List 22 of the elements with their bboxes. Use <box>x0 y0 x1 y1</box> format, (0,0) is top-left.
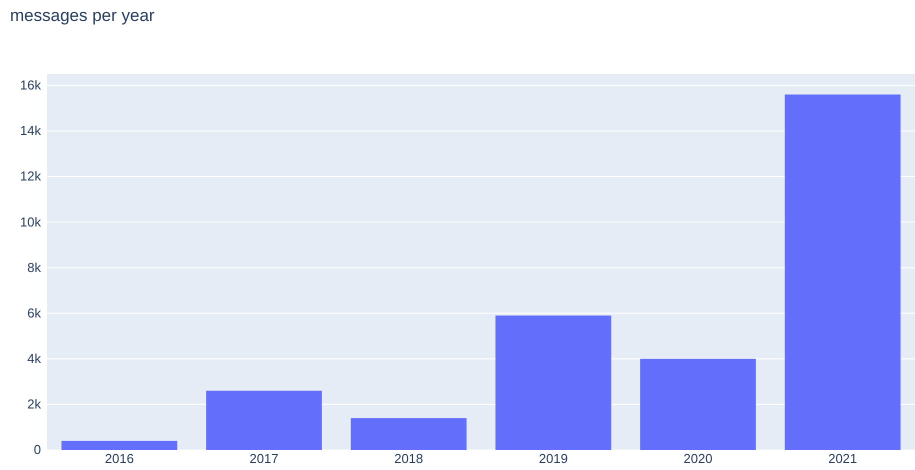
y-tick-label: 2k <box>27 396 42 412</box>
bar <box>640 358 756 450</box>
x-tick-label: 2019 <box>538 451 568 466</box>
bar <box>495 316 612 450</box>
y-tick-label: 8k <box>27 260 42 275</box>
bar <box>206 390 322 450</box>
x-tick-label: 2018 <box>394 451 424 466</box>
y-tick-label: 10k <box>20 214 42 230</box>
y-tick-label: 4k <box>27 351 42 366</box>
y-tick-label: 6k <box>27 305 42 320</box>
bar <box>784 94 901 450</box>
chart-title: messages per year <box>10 6 155 25</box>
x-tick-label: 2021 <box>828 451 858 466</box>
x-tick-label: 2016 <box>104 451 134 466</box>
y-tick-label: 16k <box>20 78 42 93</box>
x-tick-label: 2020 <box>684 451 712 466</box>
y-tick-label: 14k <box>20 123 42 138</box>
y-tick-label: 12k <box>20 168 42 184</box>
y-tick-label: 0 <box>34 442 41 458</box>
bar <box>61 440 178 450</box>
x-tick-label: 2017 <box>250 451 278 466</box>
bar <box>350 418 467 450</box>
